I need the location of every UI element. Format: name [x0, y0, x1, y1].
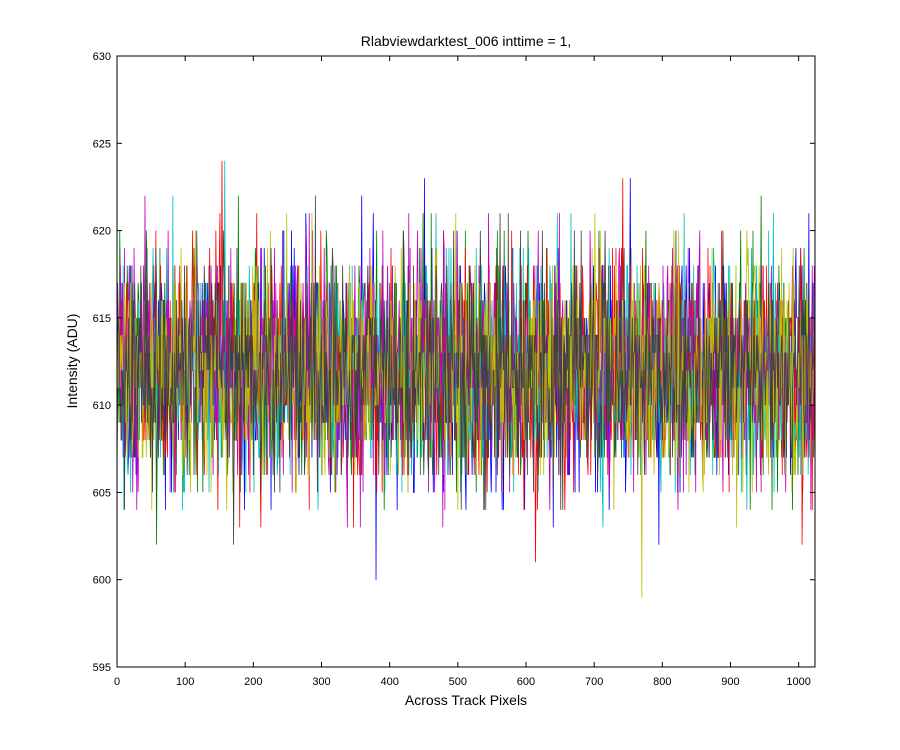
y-tick-label: 620 [93, 226, 111, 238]
x-tick-label: 700 [585, 676, 603, 688]
y-axis-title: Intensity (ADU) [64, 314, 80, 409]
x-tick-label: 600 [517, 676, 535, 688]
y-axis: 595 600 605 610 615 620 625 630 [93, 51, 815, 674]
y-tick-label: 605 [93, 487, 111, 499]
series-line [116, 195, 815, 545]
x-axis-title: Across Track Pixels [405, 692, 527, 708]
y-tick-label: 630 [93, 51, 111, 63]
x-tick-label: 0 [114, 676, 120, 688]
x-axis: 0 100 200 300 400 500 600 700 800 900 1000 [114, 56, 811, 688]
x-tick-label: 100 [176, 676, 194, 688]
x-tick-label: 400 [380, 676, 398, 688]
x-tick-label: 500 [449, 676, 467, 688]
axes-box [116, 55, 816, 668]
y-tick-label: 610 [93, 400, 111, 412]
y-tick-label: 625 [93, 138, 111, 150]
y-tick-label: 615 [93, 313, 111, 325]
x-tick-label: 900 [721, 676, 739, 688]
x-tick-label: 200 [244, 676, 262, 688]
x-tick-label: 300 [312, 676, 330, 688]
x-tick-label: 800 [653, 676, 671, 688]
y-tick-label: 595 [93, 662, 111, 674]
x-tick-label: 1000 [786, 676, 810, 688]
y-tick-label: 600 [93, 575, 111, 587]
chart-title: Rlabviewdarktest_006 inttime = 1, [361, 33, 572, 49]
series-layer [116, 160, 815, 598]
